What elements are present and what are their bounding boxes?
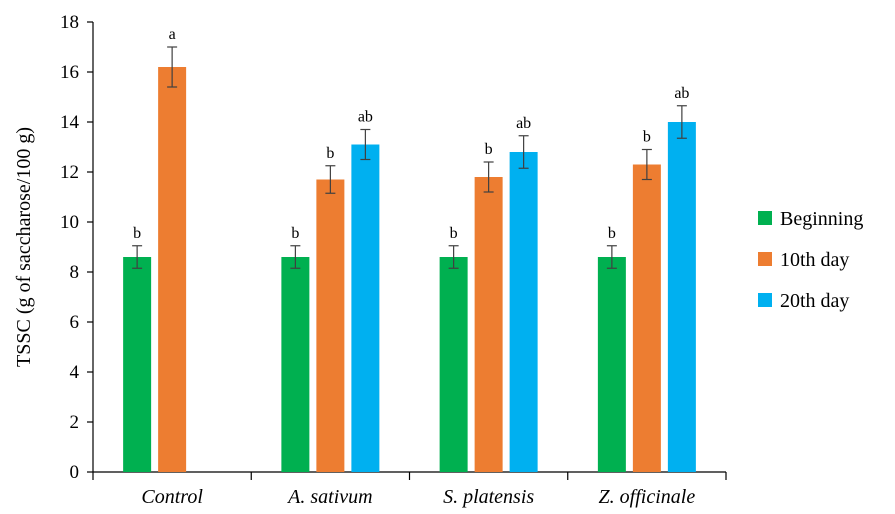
significance-label: b xyxy=(608,225,616,242)
category-labels: Control A. sativum S. platensis Z. officina… xyxy=(141,486,695,508)
category-label: S. platensis xyxy=(443,486,534,508)
legend-swatch xyxy=(758,293,772,307)
significance-label: b xyxy=(485,141,493,158)
y-tick-label: 6 xyxy=(70,312,80,333)
y-tick-label: 4 xyxy=(70,362,80,383)
bar xyxy=(316,179,345,472)
bar xyxy=(632,164,661,472)
significance-label: b xyxy=(291,225,299,242)
bar xyxy=(474,177,503,472)
y-tick-label: 14 xyxy=(60,112,80,133)
significance-label: b xyxy=(133,225,141,242)
bar xyxy=(281,257,310,472)
significance-label: b xyxy=(450,225,458,242)
significance-label: ab xyxy=(358,109,373,126)
y-tick-label: 8 xyxy=(70,262,80,283)
legend-label: 10th day xyxy=(780,249,849,271)
significance-label: ab xyxy=(674,85,689,102)
x-ticks xyxy=(92,472,727,480)
category-label: Z. officinale xyxy=(599,486,696,508)
y-ticks: 0 2 4 6 8 10 12 14 16 18 xyxy=(60,12,93,483)
legend-swatch xyxy=(758,211,772,225)
y-tick-label: 18 xyxy=(60,12,79,33)
y-tick-label: 16 xyxy=(60,62,79,83)
legend: Beginning 10th day 20th day xyxy=(758,208,863,312)
bar xyxy=(597,257,626,472)
legend-label: Beginning xyxy=(780,208,863,230)
bar xyxy=(351,144,380,472)
y-tick-label: 2 xyxy=(70,412,80,433)
category-label: Control xyxy=(141,486,203,508)
significance-label: b xyxy=(326,145,334,162)
y-tick-label: 10 xyxy=(60,212,79,233)
significance-label: b xyxy=(643,129,651,146)
category-label: A. sativum xyxy=(286,486,372,508)
y-tick-label: 12 xyxy=(60,162,79,183)
legend-swatch xyxy=(758,252,772,266)
bar xyxy=(123,257,152,472)
legend-label: 20th day xyxy=(780,290,849,312)
bar xyxy=(158,67,187,472)
bar xyxy=(667,122,696,472)
significance-label: a xyxy=(169,26,176,43)
y-tick-label: 0 xyxy=(70,462,80,483)
bar xyxy=(439,257,468,472)
bar xyxy=(509,152,538,472)
y-axis-label: TSSC (g of saccharose/100 g) xyxy=(13,127,35,367)
significance-label: ab xyxy=(516,115,531,132)
